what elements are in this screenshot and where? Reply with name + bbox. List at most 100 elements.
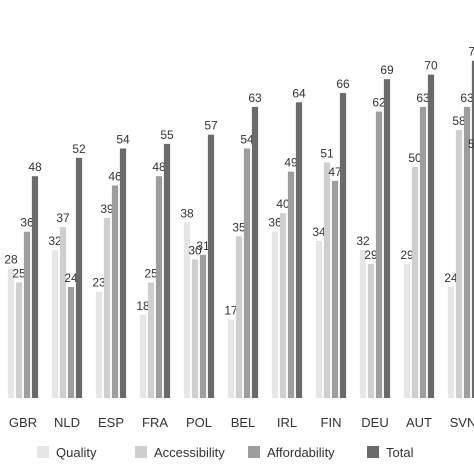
bar-total-irl bbox=[295, 102, 303, 399]
data-label-quality-pol: 38 bbox=[180, 206, 194, 220]
data-label-total-fin: 66 bbox=[336, 77, 350, 91]
data-label-quality-irl: 36 bbox=[268, 216, 282, 230]
bar-total-nld bbox=[75, 157, 83, 398]
bar-total-bel bbox=[251, 106, 259, 399]
bar-quality-svn bbox=[447, 287, 455, 398]
data-label-accessibility-deu: 29 bbox=[364, 248, 378, 262]
bar-affordability-deu bbox=[375, 111, 383, 398]
bar-total-deu bbox=[383, 79, 391, 398]
x-tick-deu: DEU bbox=[361, 415, 388, 430]
x-tick-pol: POL bbox=[186, 415, 212, 430]
x-axis-ticks: GBR NLD ESP FRA POL BEL IRL FIN DEU AUT SVN bbox=[9, 415, 474, 430]
data-label-quality-deu: 32 bbox=[356, 234, 370, 248]
bar-affordability-esp bbox=[111, 185, 119, 398]
x-tick-esp: ESP bbox=[98, 415, 124, 430]
bar-quality-fin bbox=[315, 240, 323, 398]
data-label-accessibility-fra: 25 bbox=[144, 267, 158, 281]
data-label-total-esp: 54 bbox=[116, 133, 130, 147]
data-label-accessibility-svn: 58 bbox=[452, 114, 466, 128]
data-label-accessibility-gbr: 25 bbox=[12, 267, 26, 281]
bar-quality-bel bbox=[227, 319, 235, 398]
data-label-quality-bel: 17 bbox=[224, 304, 238, 318]
bar-accessibility-bel bbox=[235, 236, 243, 398]
bar-affordability-fin bbox=[331, 180, 339, 398]
bar-accessibility-deu bbox=[367, 264, 375, 398]
data-label-total-irl: 64 bbox=[292, 86, 306, 100]
bar-total-pol bbox=[207, 134, 215, 398]
x-tick-aut: AUT bbox=[406, 415, 432, 430]
x-tick-svn: SVN bbox=[450, 415, 474, 430]
data-label-total-deu: 69 bbox=[380, 63, 394, 77]
data-label-accessibility-bel: 35 bbox=[232, 220, 246, 234]
data-label-affordability-fra: 48 bbox=[152, 160, 166, 174]
bar-affordability-pol bbox=[199, 254, 207, 398]
bar-affordability-aut bbox=[419, 106, 427, 399]
data-label-quality-esp: 23 bbox=[92, 276, 106, 290]
bar-affordability-fra bbox=[155, 176, 163, 398]
data-label-affordability-bel: 54 bbox=[240, 133, 254, 147]
bar-affordability-svn bbox=[463, 106, 471, 399]
data-label-total-fra: 55 bbox=[160, 128, 174, 142]
data-label-accessibility-nld: 37 bbox=[56, 211, 70, 225]
bar-total-fra bbox=[163, 143, 171, 398]
data-label-accessibility-aut: 50 bbox=[408, 151, 422, 165]
bar-accessibility-esp bbox=[103, 217, 111, 398]
bar-affordability-irl bbox=[287, 171, 295, 398]
legend-swatch-affordability bbox=[248, 446, 260, 458]
data-label-quality-nld: 32 bbox=[48, 234, 62, 248]
bar-quality-irl bbox=[271, 231, 279, 398]
bar-accessibility-nld bbox=[59, 227, 67, 398]
legend-label-quality: Quality bbox=[56, 445, 97, 460]
bar-affordability-bel bbox=[243, 148, 251, 398]
legend: Quality Accessibility Affordability Total bbox=[37, 445, 414, 460]
bar-total-fin bbox=[339, 93, 347, 398]
data-label-total-svn: 73 bbox=[468, 45, 474, 59]
bar-quality-pol bbox=[183, 222, 191, 398]
data-label-affordability-gbr: 36 bbox=[20, 216, 34, 230]
x-tick-irl: IRL bbox=[277, 415, 297, 430]
bar-quality-esp bbox=[95, 291, 103, 398]
data-label-total-aut: 70 bbox=[424, 59, 438, 73]
data-label-affordability-deu: 62 bbox=[372, 96, 386, 110]
bar-accessibility-svn bbox=[455, 130, 463, 398]
data-label-accessibility-esp: 39 bbox=[100, 202, 114, 216]
bar-total-esp bbox=[119, 148, 127, 398]
data-label-quality-gbr: 28 bbox=[4, 253, 18, 267]
data-label-affordability-svn: 63 bbox=[460, 91, 474, 105]
data-label-accessibility-fin: 51 bbox=[320, 146, 334, 160]
data-label-accessibility-pol: 30 bbox=[188, 243, 202, 257]
data-label-affordability-pol: 31 bbox=[196, 239, 210, 253]
legend-label-affordability: Affordability bbox=[267, 445, 335, 460]
x-tick-nld: NLD bbox=[54, 415, 80, 430]
legend-swatch-total bbox=[367, 446, 379, 458]
data-label-affordability-irl: 49 bbox=[284, 156, 298, 170]
data-label-quality-fra: 18 bbox=[136, 299, 150, 313]
bar-accessibility-pol bbox=[191, 259, 199, 398]
bar-accessibility-fin bbox=[323, 162, 331, 398]
bar-quality-aut bbox=[403, 264, 411, 398]
partial-data-label: 5 bbox=[468, 137, 474, 151]
bar-accessibility-aut bbox=[411, 167, 419, 398]
bar-accessibility-irl bbox=[279, 213, 287, 398]
plot-area: 2825364832372452233946541825485538303157… bbox=[4, 45, 474, 399]
x-tick-gbr: GBR bbox=[9, 415, 37, 430]
data-label-total-bel: 63 bbox=[248, 91, 262, 105]
data-label-accessibility-irl: 40 bbox=[276, 197, 290, 211]
legend-label-accessibility: Accessibility bbox=[154, 445, 225, 460]
bar-quality-fra bbox=[139, 314, 147, 398]
data-label-affordability-aut: 63 bbox=[416, 91, 430, 105]
legend-swatch-accessibility bbox=[135, 446, 147, 458]
bar-quality-deu bbox=[359, 250, 367, 398]
data-label-affordability-esp: 46 bbox=[108, 170, 122, 184]
x-tick-bel: BEL bbox=[231, 415, 256, 430]
bar-total-svn bbox=[471, 60, 474, 398]
data-label-affordability-nld: 24 bbox=[64, 271, 78, 285]
bar-accessibility-gbr bbox=[15, 282, 23, 398]
data-label-quality-aut: 29 bbox=[400, 248, 414, 262]
data-label-total-pol: 57 bbox=[204, 119, 218, 133]
legend-swatch-quality bbox=[37, 446, 49, 458]
data-label-quality-fin: 34 bbox=[312, 225, 326, 239]
bar-affordability-gbr bbox=[23, 231, 31, 398]
bar-quality-gbr bbox=[7, 268, 15, 398]
